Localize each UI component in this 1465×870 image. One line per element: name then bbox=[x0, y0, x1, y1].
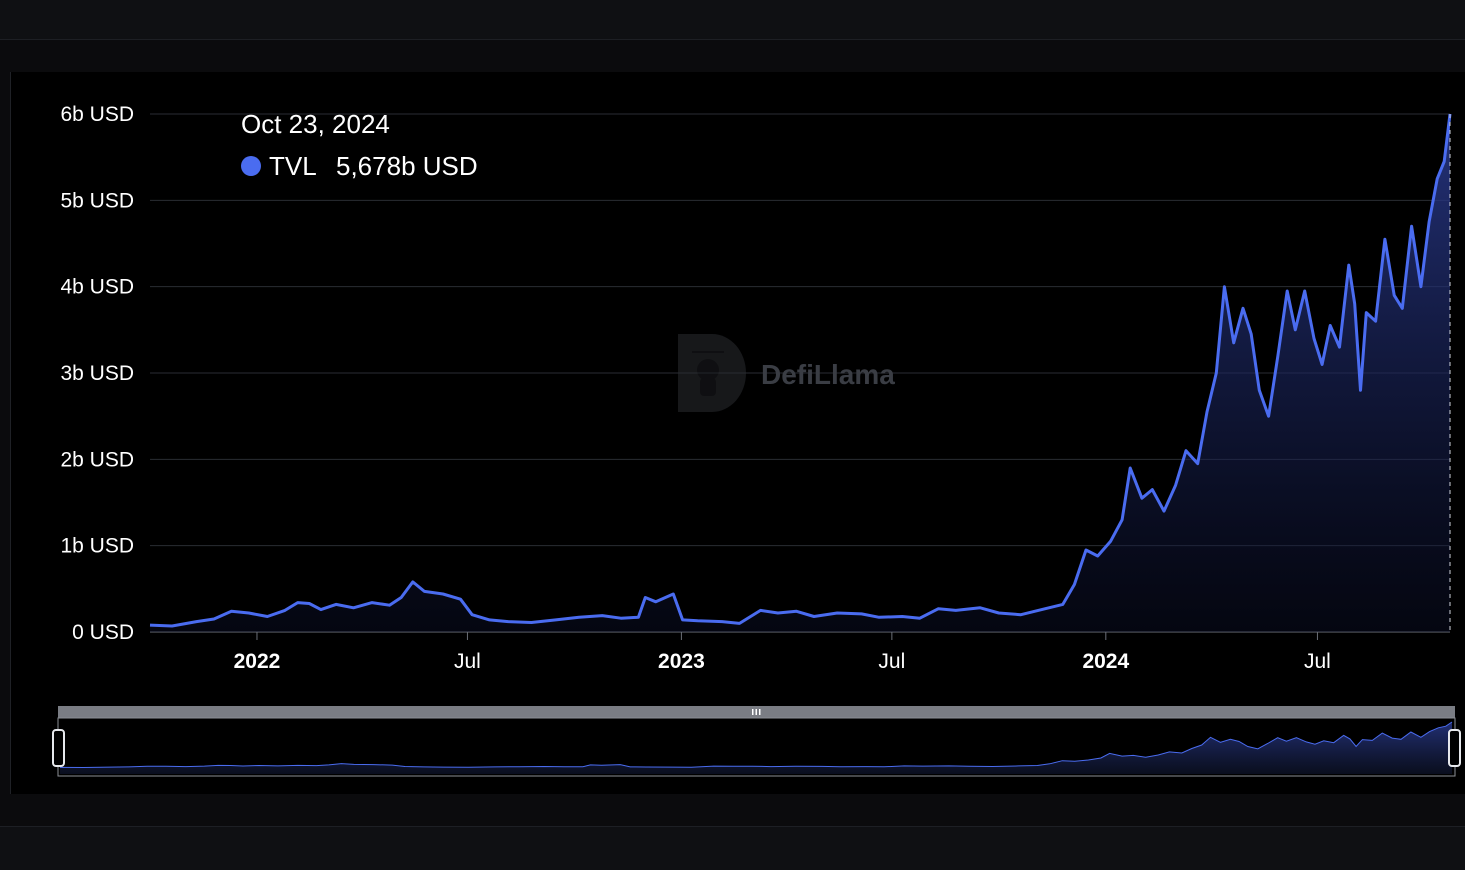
tooltip-value: 5,678b USD bbox=[336, 151, 478, 181]
x-tick-label: Jul bbox=[1304, 650, 1331, 673]
watermark-label: DefiLlama bbox=[761, 359, 895, 390]
y-tick-label: 0 USD bbox=[72, 621, 134, 644]
top-toolbar-strip bbox=[0, 0, 1465, 40]
x-tick-label: Jul bbox=[454, 650, 481, 673]
defillama-watermark: DefiLlama bbox=[678, 334, 895, 412]
tvl-series-line bbox=[149, 113, 1452, 628]
y-tick-label: 5b USD bbox=[60, 189, 134, 212]
y-tick-label: 3b USD bbox=[60, 362, 134, 385]
x-axis: 2022 Jul 2023 Jul 2024 Jul bbox=[234, 632, 1331, 673]
range-slider-grip-icon[interactable] bbox=[752, 709, 761, 715]
y-tick-label: 2b USD bbox=[60, 448, 134, 471]
range-slider[interactable] bbox=[52, 706, 1461, 777]
y-tick-label: 1b USD bbox=[60, 535, 134, 558]
range-handle-right[interactable] bbox=[1448, 729, 1461, 767]
tooltip-series-name: TVL bbox=[269, 151, 317, 181]
bottom-toolbar-strip bbox=[0, 826, 1465, 870]
y-tick-label: 6b USD bbox=[60, 103, 134, 126]
x-tick-label: 2023 bbox=[658, 650, 705, 673]
y-tick-label: 4b USD bbox=[60, 276, 134, 299]
minimap-line bbox=[59, 721, 1453, 769]
tooltip: Oct 23, 2024 TVL 5,678b USD bbox=[241, 109, 478, 181]
tooltip-date: Oct 23, 2024 bbox=[241, 109, 390, 139]
minimap-area bbox=[60, 722, 1452, 774]
x-tick-label: 2024 bbox=[1082, 650, 1129, 673]
x-tick-label: 2022 bbox=[234, 650, 281, 673]
tooltip-series-dot bbox=[241, 156, 261, 176]
x-tick-label: Jul bbox=[878, 650, 905, 673]
range-handle-left[interactable] bbox=[52, 729, 65, 767]
y-axis: 0 USD 1b USD 2b USD 3b USD 4b USD 5b USD 6b US… bbox=[60, 103, 134, 644]
llama-logo-icon bbox=[678, 334, 746, 412]
